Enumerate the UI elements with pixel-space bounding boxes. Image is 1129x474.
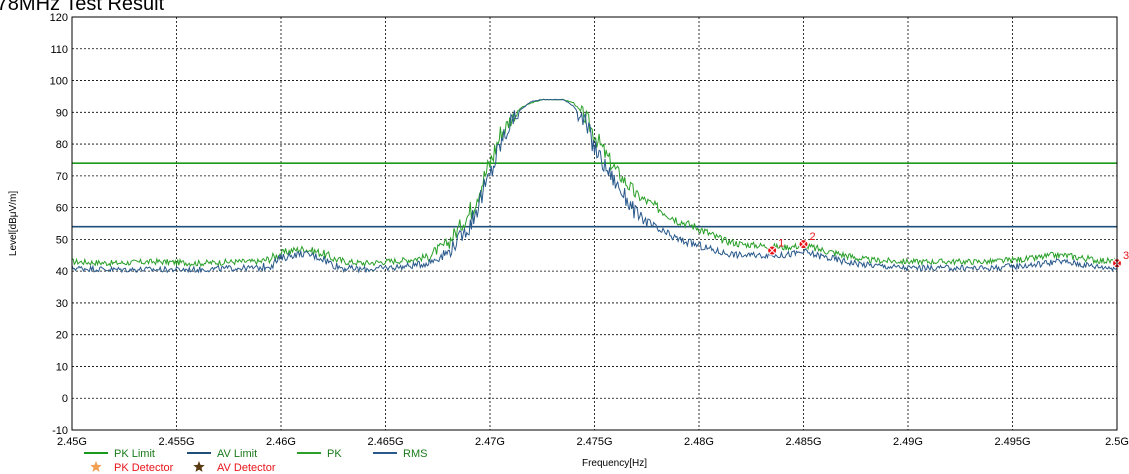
limit-lines <box>72 162 1117 228</box>
x-tick-label: 2.465G <box>367 436 403 448</box>
legend-label: PK <box>327 448 342 460</box>
legend-label: PK Limit <box>114 448 155 460</box>
marker-cross <box>800 240 807 248</box>
series-line-rms <box>71 98 1118 274</box>
x-tick-label: 2.46G <box>266 436 296 448</box>
y-tick-label: 0 <box>62 393 68 405</box>
legend-label: RMS <box>403 448 427 460</box>
y-tick-label: 10 <box>56 361 68 373</box>
y-tick-label: -10 <box>52 425 68 437</box>
marker-cross <box>768 247 776 254</box>
x-tick-label: 2.495G <box>994 436 1030 448</box>
legend-label: AV Detector <box>217 462 276 474</box>
legend-label: PK Detector <box>114 462 174 474</box>
y-tick-label: 90 <box>56 107 68 119</box>
marker-label-3: 3 <box>1123 250 1129 262</box>
legend-star-icon <box>90 461 102 472</box>
axes: -10 0 10 20 30 40 50 60 70 80 90 100 110 120 2.45G 2.45… <box>8 12 1129 469</box>
legend-label: AV Limit <box>217 448 257 460</box>
x-axis-label: Frequency[Hz] <box>582 458 647 469</box>
marker-label-1: 1 <box>778 238 784 250</box>
y-tick-label: 20 <box>56 330 68 342</box>
marker-label-2: 2 <box>810 231 816 243</box>
y-tick-label: 100 <box>50 76 68 88</box>
x-tick-label: 2.47G <box>475 436 505 448</box>
legend: PK Limit AV Limit PK RMS PK Detector AV Detec… <box>84 448 427 474</box>
y-tick-label: 30 <box>56 298 68 310</box>
y-tick-label: 40 <box>56 266 68 278</box>
y-tick-label: 50 <box>56 234 68 246</box>
x-tick-label: 2.475G <box>576 436 612 448</box>
chart-title: -78MHz Test Result <box>0 0 165 15</box>
x-tick-label: 2.48G <box>684 436 714 448</box>
x-tick-label: 2.455G <box>158 436 194 448</box>
x-tick-label: 2.485G <box>785 436 821 448</box>
y-axis-label: Level[dBμV/m] <box>8 191 19 256</box>
series-line-pk <box>71 98 1118 268</box>
legend-star-icon <box>193 461 205 472</box>
y-tick-label: 110 <box>50 44 68 56</box>
y-tick-label: 60 <box>56 203 68 215</box>
y-tick-label: 120 <box>50 12 68 24</box>
y-tick-label: 70 <box>56 171 68 183</box>
series <box>71 98 1118 274</box>
x-tick-label: 2.5G <box>1105 436 1129 448</box>
x-tick-label: 2.49G <box>893 436 923 448</box>
markers: 1 2 3 <box>767 231 1129 269</box>
plot-frame <box>71 16 1118 431</box>
x-tick-label: 2.45G <box>57 436 87 448</box>
y-tick-label: 80 <box>56 139 68 151</box>
